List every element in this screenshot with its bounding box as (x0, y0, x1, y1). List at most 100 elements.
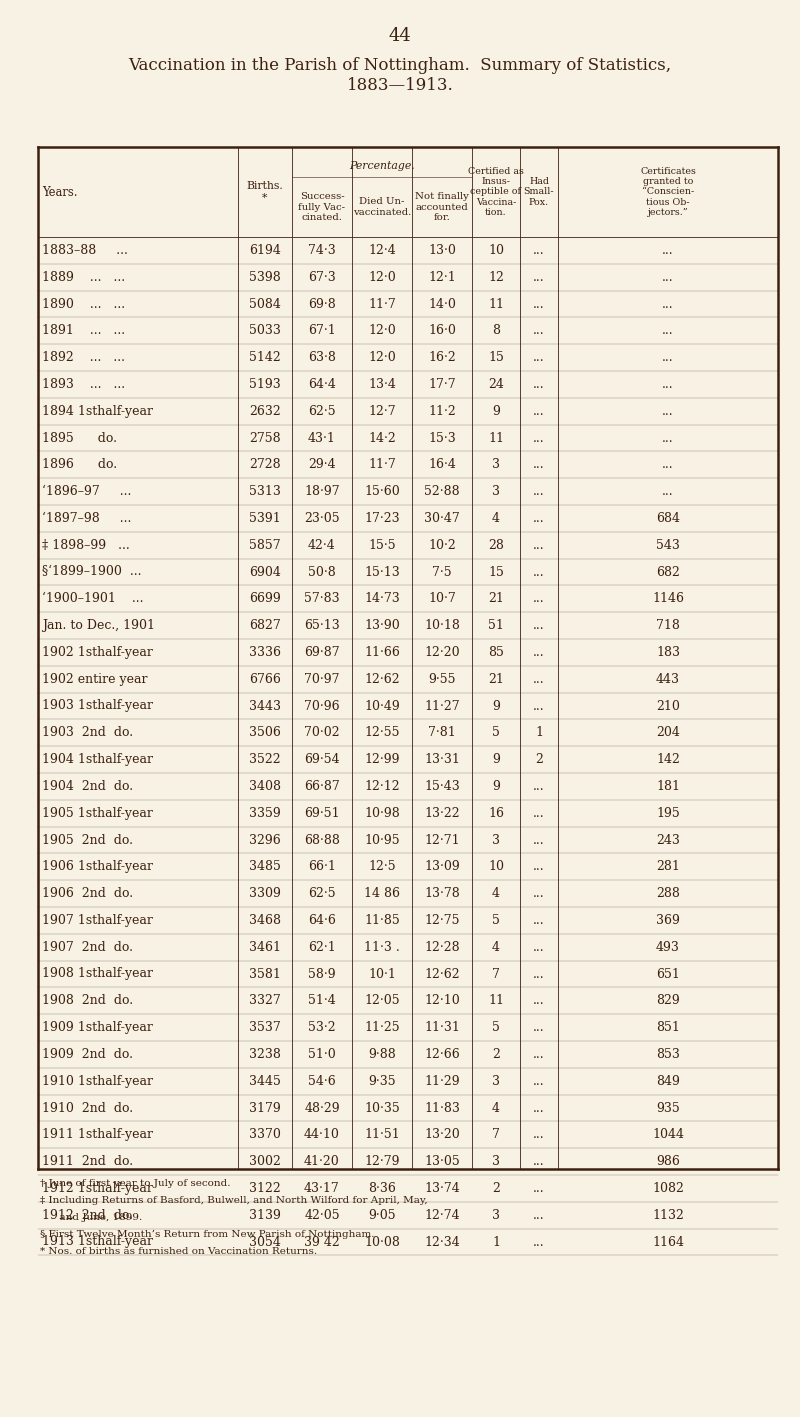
Text: 493: 493 (656, 941, 680, 954)
Text: 1905  2nd  do.: 1905 2nd do. (42, 833, 133, 846)
Text: 11·7: 11·7 (368, 298, 396, 310)
Text: 829: 829 (656, 995, 680, 1007)
Text: ...: ... (662, 298, 674, 310)
Text: 6699: 6699 (249, 592, 281, 605)
Text: 7: 7 (492, 1128, 500, 1141)
Text: 70·97: 70·97 (304, 673, 340, 686)
Text: 6827: 6827 (249, 619, 281, 632)
Text: 3179: 3179 (249, 1101, 281, 1115)
Text: 3309: 3309 (249, 887, 281, 900)
Text: and June, 1899.: and June, 1899. (40, 1213, 142, 1221)
Text: 1911  2nd  do.: 1911 2nd do. (42, 1155, 133, 1168)
Text: § First Twelve Month’s Return from New Parish of Nottingham.: § First Twelve Month’s Return from New P… (40, 1230, 374, 1238)
Text: 69·51: 69·51 (304, 806, 340, 819)
Text: ...: ... (533, 860, 545, 873)
Text: 3: 3 (492, 833, 500, 846)
Text: 1044: 1044 (652, 1128, 684, 1141)
Text: 1906 1sthalf-year: 1906 1sthalf-year (42, 860, 153, 873)
Text: 5: 5 (492, 914, 500, 927)
Text: 15·3: 15·3 (428, 432, 456, 445)
Text: 2632: 2632 (249, 405, 281, 418)
Text: Not finally
accounted
for.: Not finally accounted for. (415, 193, 469, 222)
Text: 5142: 5142 (249, 351, 281, 364)
Text: ...: ... (662, 324, 674, 337)
Text: 5084: 5084 (249, 298, 281, 310)
Text: 74·3: 74·3 (308, 244, 336, 256)
Text: 851: 851 (656, 1022, 680, 1034)
Text: ‡ Including Returns of Basford, Bulwell, and North Wilford for April, May,: ‡ Including Returns of Basford, Bulwell,… (40, 1196, 428, 1204)
Text: 1082: 1082 (652, 1182, 684, 1195)
Text: 1902 1sthalf-year: 1902 1sthalf-year (42, 646, 153, 659)
Text: 16·0: 16·0 (428, 324, 456, 337)
Text: 66·1: 66·1 (308, 860, 336, 873)
Text: ...: ... (533, 887, 545, 900)
Text: 14·0: 14·0 (428, 298, 456, 310)
Text: 11: 11 (488, 995, 504, 1007)
Text: 39 42: 39 42 (304, 1236, 340, 1248)
Text: 3461: 3461 (249, 941, 281, 954)
Text: 12·75: 12·75 (424, 914, 460, 927)
Text: 3327: 3327 (249, 995, 281, 1007)
Text: 68·88: 68·88 (304, 833, 340, 846)
Text: 5398: 5398 (249, 271, 281, 283)
Text: 64·4: 64·4 (308, 378, 336, 391)
Text: 70·96: 70·96 (304, 700, 340, 713)
Text: 62·5: 62·5 (308, 405, 336, 418)
Text: 443: 443 (656, 673, 680, 686)
Text: 12·55: 12·55 (364, 727, 400, 740)
Text: 10·1: 10·1 (368, 968, 396, 981)
Text: † June of first year to July of second.: † June of first year to July of second. (40, 1179, 230, 1187)
Text: 12·1: 12·1 (428, 271, 456, 283)
Text: 12·34: 12·34 (424, 1236, 460, 1248)
Text: ...: ... (533, 1128, 545, 1141)
Text: 11: 11 (488, 298, 504, 310)
Text: Births.
*: Births. * (246, 181, 283, 203)
Text: 64·6: 64·6 (308, 914, 336, 927)
Text: §‘1899–1900  ...: §‘1899–1900 ... (42, 565, 142, 578)
Text: 3238: 3238 (249, 1049, 281, 1061)
Text: 10·18: 10·18 (424, 619, 460, 632)
Text: 5: 5 (492, 727, 500, 740)
Text: 3445: 3445 (249, 1074, 281, 1088)
Text: 853: 853 (656, 1049, 680, 1061)
Text: ...: ... (533, 833, 545, 846)
Text: 204: 204 (656, 727, 680, 740)
Text: 651: 651 (656, 968, 680, 981)
Text: 5193: 5193 (249, 378, 281, 391)
Text: 1905 1sthalf-year: 1905 1sthalf-year (42, 806, 153, 819)
Text: ‡ 1898–99   ...: ‡ 1898–99 ... (42, 538, 130, 551)
Text: ...: ... (533, 458, 545, 472)
Text: 21: 21 (488, 592, 504, 605)
Text: 43·17: 43·17 (304, 1182, 340, 1195)
Text: 13·09: 13·09 (424, 860, 460, 873)
Text: ...: ... (662, 378, 674, 391)
Text: 10: 10 (488, 244, 504, 256)
Text: 1895      do.: 1895 do. (42, 432, 117, 445)
Text: Certified as
Insus-
ceptible of
Vaccina-
tion.: Certified as Insus- ceptible of Vaccina-… (468, 167, 524, 217)
Text: 243: 243 (656, 833, 680, 846)
Text: 11·3 .: 11·3 . (364, 941, 400, 954)
Text: 1896      do.: 1896 do. (42, 458, 117, 472)
Text: 15·60: 15·60 (364, 485, 400, 499)
Text: 57·83: 57·83 (304, 592, 340, 605)
Text: 543: 543 (656, 538, 680, 551)
Text: ...: ... (533, 1049, 545, 1061)
Text: 935: 935 (656, 1101, 680, 1115)
Text: 5391: 5391 (249, 512, 281, 524)
Text: 58·9: 58·9 (308, 968, 336, 981)
Text: 1: 1 (492, 1236, 500, 1248)
Text: 42·05: 42·05 (304, 1209, 340, 1221)
Text: Died Un-
vaccinated.: Died Un- vaccinated. (353, 197, 411, 217)
Text: 11·29: 11·29 (424, 1074, 460, 1088)
Text: 12·0: 12·0 (368, 324, 396, 337)
Text: 9·88: 9·88 (368, 1049, 396, 1061)
Text: 3537: 3537 (249, 1022, 281, 1034)
Text: 1908 1sthalf-year: 1908 1sthalf-year (42, 968, 153, 981)
Text: 11·83: 11·83 (424, 1101, 460, 1115)
Text: 16·4: 16·4 (428, 458, 456, 472)
Text: 17·7: 17·7 (428, 378, 456, 391)
Text: 29·4: 29·4 (308, 458, 336, 472)
Text: 43·1: 43·1 (308, 432, 336, 445)
Text: 9·35: 9·35 (368, 1074, 396, 1088)
Text: 210: 210 (656, 700, 680, 713)
